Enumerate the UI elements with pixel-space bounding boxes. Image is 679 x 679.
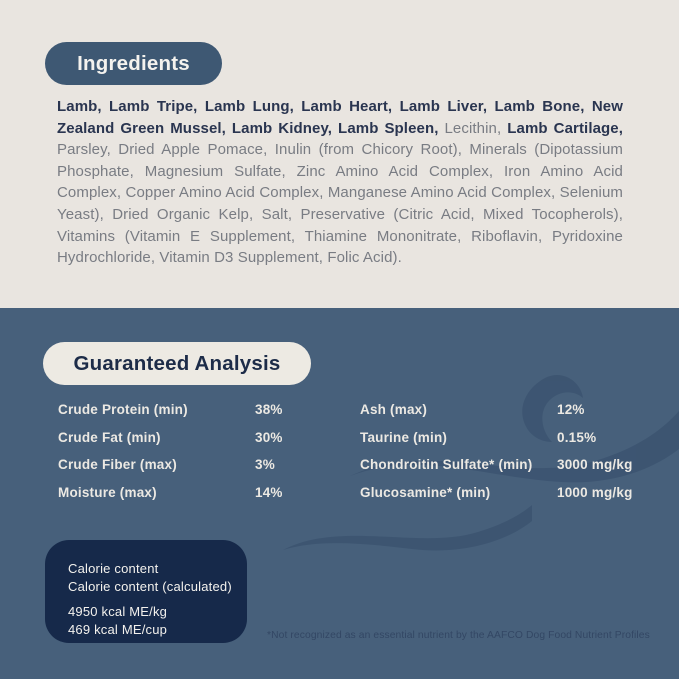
ingredients-segment-bold: Lamb, Lamb Tripe, Lamb Lung, Lamb Heart,…	[57, 98, 623, 137]
guaranteed-analysis-table: Crude Protein (min) 38% Ash (max) 12% Cr…	[58, 401, 637, 501]
ingredients-segment-regular: Lecithin,	[438, 119, 508, 137]
calorie-content-line2: Calorie content (calculated)	[68, 579, 232, 594]
guaranteed-analysis-section: Guaranteed Analysis Crude Protein (min) …	[0, 308, 679, 679]
ingredients-list: Lamb, Lamb Tripe, Lamb Lung, Lamb Heart,…	[57, 96, 623, 269]
calorie-content-box: Calorie content Calorie content (calcula…	[45, 540, 247, 643]
nutrient-value: 1000 mg/kg	[557, 484, 633, 500]
nutrient-label: Taurine (min)	[360, 429, 448, 445]
nutrient-value: 30%	[255, 429, 283, 445]
guaranteed-analysis-title: Guaranteed Analysis	[73, 351, 281, 375]
calorie-value-cup: 469 kcal ME/cup	[68, 622, 168, 637]
ingredients-title-pill: Ingredients	[45, 42, 222, 85]
nutrient-label: Moisture (max)	[58, 484, 157, 500]
calorie-value-kg: 4950 kcal ME/kg	[68, 604, 168, 619]
guaranteed-analysis-title-pill: Guaranteed Analysis	[43, 342, 311, 385]
nutrient-value: 3%	[255, 457, 275, 472]
nutrient-value: 12%	[557, 402, 585, 417]
nutrient-value: 14%	[255, 484, 283, 500]
ingredients-segment-bold: Lamb Cartilage,	[507, 119, 623, 137]
calorie-content-header: Calorie content Calorie content (calcula…	[68, 560, 235, 596]
nutrient-label: Glucosamine* (min)	[360, 484, 491, 500]
nutrient-label: Crude Protein (min)	[58, 402, 188, 417]
nutrient-label: Chondroitin Sulfate* (min)	[360, 457, 533, 472]
ingredients-title: Ingredients	[77, 51, 190, 75]
calorie-content-line1: Calorie content	[68, 561, 159, 576]
nutrient-label: Crude Fiber (max)	[58, 457, 177, 472]
nutrient-value: 0.15%	[557, 429, 597, 445]
nutrient-value: 3000 mg/kg	[557, 457, 633, 472]
nutrient-label: Ash (max)	[360, 402, 428, 417]
ingredients-segment-regular: Parsley, Dried Apple Pomace, Inulin (fro…	[57, 141, 623, 267]
aafco-footnote: *Not recognized as an essential nutrient…	[267, 630, 650, 641]
calorie-content-values: 4950 kcal ME/kg 469 kcal ME/cup	[68, 603, 235, 639]
nutrient-label: Crude Fat (min)	[58, 429, 161, 445]
ingredients-section: Ingredients Lamb, Lamb Tripe, Lamb Lung,…	[0, 0, 679, 308]
nutrient-value: 38%	[255, 402, 283, 417]
